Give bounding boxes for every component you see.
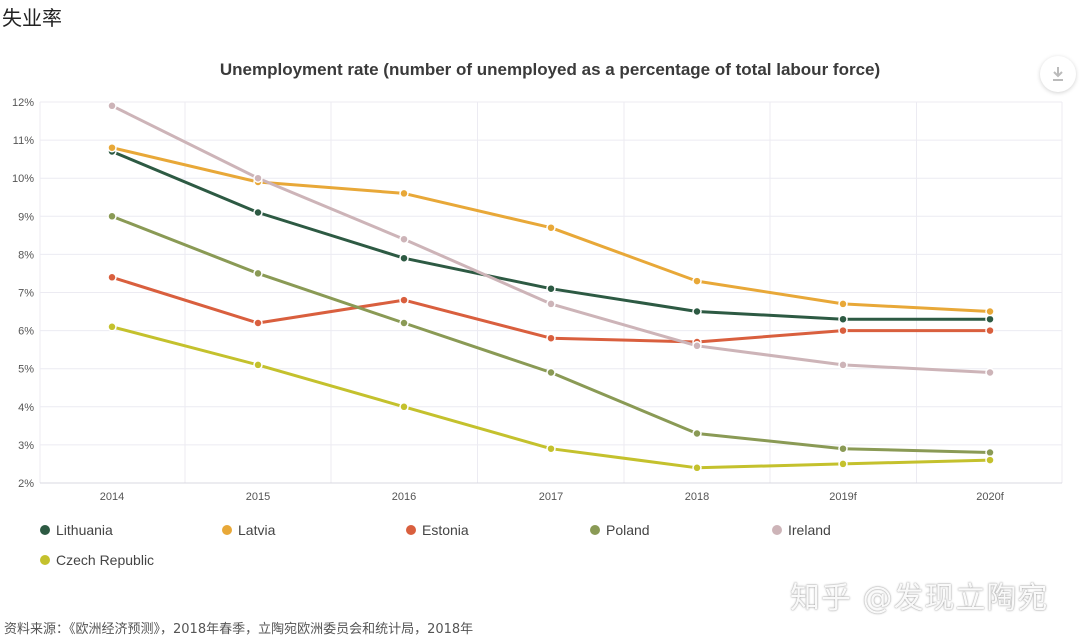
- x-tick-label: 2018: [685, 491, 709, 503]
- data-point-latvia: [838, 299, 848, 309]
- legend-marker: [772, 525, 782, 535]
- legend-marker: [40, 525, 50, 535]
- data-point-ireland: [399, 234, 409, 244]
- page-heading: 失业率: [2, 6, 62, 30]
- legend-marker: [222, 525, 232, 535]
- legend-label: Czech Republic: [56, 552, 155, 568]
- y-tick-label: 5%: [18, 364, 34, 376]
- data-point-poland: [253, 268, 263, 279]
- data-point-poland: [985, 447, 995, 458]
- y-tick-label: 2%: [18, 478, 34, 490]
- legend-item-latvia[interactable]: Latvia: [222, 522, 275, 538]
- y-tick-label: 10%: [12, 173, 34, 185]
- legend-label: Estonia: [422, 522, 469, 538]
- data-point-czech-republic: [985, 455, 995, 465]
- data-point-estonia: [838, 325, 848, 336]
- legend-label: Lithuania: [56, 522, 113, 538]
- data-point-estonia: [253, 318, 263, 328]
- legend-item-poland[interactable]: Poland: [590, 522, 650, 538]
- download-icon: [1053, 67, 1063, 81]
- legend-marker: [406, 525, 416, 535]
- data-point-lithuania: [838, 314, 848, 324]
- legend-item-czech-republic[interactable]: Czech Republic: [40, 552, 154, 568]
- data-point-latvia: [546, 222, 556, 233]
- legend-label: Ireland: [788, 522, 831, 538]
- legend-label: Latvia: [238, 522, 276, 538]
- y-tick-label: 4%: [18, 402, 34, 414]
- data-point-lithuania: [253, 207, 263, 218]
- data-point-poland: [399, 318, 409, 328]
- data-point-ireland: [838, 360, 848, 370]
- y-tick-label: 3%: [18, 440, 34, 452]
- data-point-lithuania: [399, 253, 409, 263]
- data-point-ireland: [692, 341, 702, 351]
- data-point-estonia: [985, 325, 995, 336]
- legend-item-estonia[interactable]: Estonia: [406, 522, 469, 538]
- legend-label: Poland: [606, 522, 650, 538]
- chart-title: Unemployment rate (number of unemployed …: [219, 60, 881, 79]
- x-tick-label: 2015: [246, 491, 270, 503]
- data-point-ireland: [546, 299, 556, 309]
- data-point-poland: [546, 367, 556, 378]
- y-tick-label: 11%: [13, 135, 34, 147]
- legend-item-lithuania[interactable]: Lithuania: [40, 522, 113, 538]
- data-point-ireland: [253, 173, 263, 183]
- y-tick-label: 12%: [12, 97, 34, 109]
- legend-marker: [590, 525, 600, 535]
- x-tick-label: 2014: [100, 491, 124, 503]
- source-note: 资料来源：《欧洲经济预测》，2018年春季，立陶宛欧洲委员会和统计局，2018年: [4, 622, 474, 637]
- data-point-czech-republic: [546, 443, 556, 454]
- data-point-czech-republic: [399, 402, 409, 412]
- data-point-estonia: [546, 333, 556, 343]
- data-point-czech-republic: [838, 459, 848, 469]
- data-point-ireland: [985, 367, 995, 378]
- data-point-lithuania: [546, 283, 556, 294]
- data-point-poland: [107, 211, 117, 222]
- y-tick-label: 6%: [18, 326, 34, 338]
- data-point-estonia: [107, 272, 117, 283]
- x-tick-label: 2016: [392, 491, 416, 503]
- data-point-czech-republic: [253, 360, 263, 370]
- data-point-latvia: [107, 142, 117, 153]
- watermark: 知乎 @发现立陶宛: [790, 581, 1049, 616]
- download-button[interactable]: [1040, 56, 1076, 92]
- x-tick-label: 2019f: [829, 491, 857, 503]
- legend-marker: [40, 555, 50, 565]
- x-tick-label: 2020f: [976, 491, 1004, 503]
- data-point-poland: [692, 428, 702, 439]
- y-tick-label: 7%: [18, 288, 34, 300]
- data-point-lithuania: [985, 314, 995, 324]
- data-point-poland: [838, 443, 848, 454]
- x-tick-label: 2017: [539, 491, 563, 503]
- data-point-czech-republic: [692, 463, 702, 473]
- y-tick-label: 9%: [18, 211, 34, 223]
- data-point-estonia: [399, 295, 409, 305]
- data-point-latvia: [692, 276, 702, 286]
- data-point-czech-republic: [107, 322, 117, 332]
- data-point-latvia: [399, 188, 409, 199]
- data-point-lithuania: [692, 306, 702, 317]
- data-point-latvia: [985, 306, 995, 317]
- data-point-ireland: [107, 101, 117, 111]
- y-tick-label: 8%: [18, 249, 34, 261]
- legend-item-ireland[interactable]: Ireland: [772, 522, 831, 538]
